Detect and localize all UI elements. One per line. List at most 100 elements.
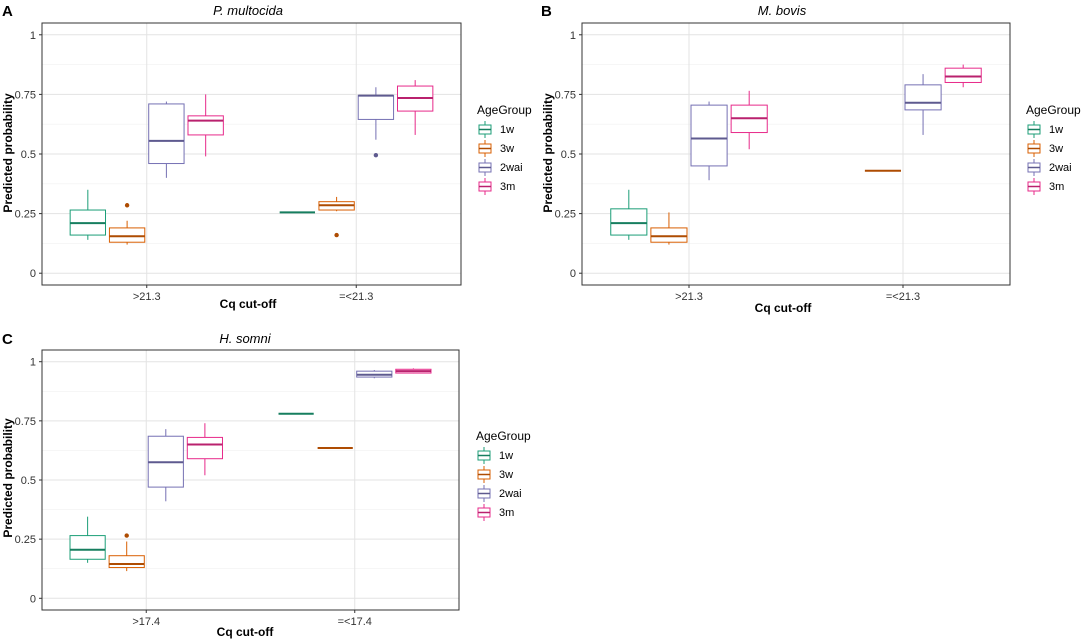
legend-a: AgeGroup 1w 3w 2wai 3m <box>477 103 532 195</box>
y-tick-label: 0.25 <box>15 209 36 221</box>
plot-border <box>581 22 1011 286</box>
legend-key-1w <box>477 447 491 464</box>
legend-label-3m: 3m <box>500 181 515 193</box>
y-tick-label: 0 <box>30 268 36 280</box>
box-3w->17.4 <box>108 533 145 572</box>
x-tick-label: =<21.3 <box>339 291 373 303</box>
outlier-point <box>334 232 339 238</box>
legend-label-1w: 1w <box>1049 124 1063 136</box>
x-axis-title-c: Cq cut-off <box>217 625 275 639</box>
legend-item-3m: 3m <box>1027 178 1064 195</box>
legend-key-2wai <box>478 159 492 176</box>
y-tick-label: 0.5 <box>561 149 576 161</box>
y-tick-label: 0.25 <box>555 209 576 221</box>
box-2wai-=<17.4 <box>356 369 393 379</box>
legend-key-3m <box>478 178 492 195</box>
y-tick-label: 0.75 <box>555 89 576 101</box>
y-tick-label: 1 <box>570 30 576 42</box>
panel-b: B M. bovis 0 0.25 0.5 0.75 1 >21.3 =<21.3 Pred… <box>541 3 1081 315</box>
legend-item-2wai: 2wai <box>1027 159 1072 176</box>
plot-border <box>41 22 462 286</box>
box-3m->17.4 <box>186 423 223 476</box>
box-3w->21.3 <box>650 212 688 245</box>
y-tick-label: 0 <box>570 268 576 280</box>
x-tick-label: >21.3 <box>675 291 703 303</box>
panel-label-c: C <box>2 331 13 348</box>
box-3w->21.3 <box>108 203 146 245</box>
panel-title-c: H. somni <box>219 331 271 346</box>
box-2wai->21.3 <box>148 101 185 178</box>
box-3m->21.3 <box>187 94 224 157</box>
box-3w-=<21.3 <box>318 196 355 238</box>
legend-key-3w <box>478 140 492 157</box>
box-1w->17.4 <box>69 516 106 563</box>
legend-item-3w: 3w <box>478 140 514 157</box>
y-axis-title-a: Predicted probability <box>1 93 15 213</box>
box-3m-=<21.3 <box>944 64 982 88</box>
box-body <box>690 104 728 167</box>
box-body <box>904 84 942 111</box>
box-body <box>148 103 185 165</box>
box-3m-=<21.3 <box>396 80 434 135</box>
outlier-point <box>124 203 130 208</box>
box-3m-=<17.4 <box>395 368 432 374</box>
legend-label-2wai: 2wai <box>1049 162 1072 174</box>
legend-label-3w: 3w <box>1049 143 1063 155</box>
plot-area-c: 0 0.25 0.5 0.75 1 >17.4 =<17.4 <box>15 349 460 628</box>
legend-label-3m: 3m <box>499 507 514 519</box>
x-axis-title-a: Cq cut-off <box>220 297 278 311</box>
legend-key-3m <box>477 504 491 521</box>
outlier-point <box>373 152 379 158</box>
legend-label-2wai: 2wai <box>500 162 523 174</box>
legend-item-3w: 3w <box>1027 140 1063 157</box>
y-axis-title-c: Predicted probability <box>1 418 15 538</box>
y-axis-title-b: Predicted probability <box>541 93 555 213</box>
legend-item-3m: 3m <box>477 504 514 521</box>
plot-area-b: 0 0.25 0.5 0.75 1 >21.3 =<21.3 <box>555 22 1011 303</box>
legend-label-3w: 3w <box>500 143 514 155</box>
legend-title-c: AgeGroup <box>476 429 531 443</box>
legend-key-3w <box>1027 140 1041 157</box>
box-2wai-=<21.3 <box>357 87 395 158</box>
box-2wai-=<21.3 <box>904 74 942 135</box>
x-tick-label: >21.3 <box>133 291 161 303</box>
y-tick-label: 1 <box>30 30 36 42</box>
legend-key-2wai <box>477 485 491 502</box>
legend-item-2wai: 2wai <box>477 485 522 502</box>
legend-label-1w: 1w <box>500 124 514 136</box>
box-body <box>108 555 145 569</box>
legend-item-1w: 1w <box>1027 121 1063 138</box>
legend-key-3w <box>477 466 491 483</box>
x-tick-label: =<21.3 <box>886 291 920 303</box>
panel-label-b: B <box>541 3 552 20</box>
box-3m->21.3 <box>730 90 768 150</box>
panel-c: C H. somni 0 0.25 0.5 0.75 1 >17.4 =<17.4 Pred… <box>1 331 531 639</box>
box-body <box>108 227 146 243</box>
x-tick-label: >17.4 <box>132 616 160 628</box>
legend-title-a: AgeGroup <box>477 103 532 117</box>
box-2wai->17.4 <box>147 429 184 502</box>
legend-label-3m: 3m <box>1049 181 1064 193</box>
legend-key-2wai <box>1027 159 1041 176</box>
outlier-point <box>124 533 129 538</box>
legend-label-1w: 1w <box>499 450 513 462</box>
legend-item-2wai: 2wai <box>478 159 523 176</box>
legend-c: AgeGroup 1w 3w 2wai 3m <box>476 429 531 521</box>
box-body <box>186 436 223 460</box>
box-2wai->21.3 <box>690 101 728 181</box>
panel-title-a: P. multocida <box>213 3 283 18</box>
y-tick-label: 0.75 <box>15 416 36 428</box>
box-body <box>944 67 982 83</box>
plot-border <box>41 349 460 611</box>
legend-b: AgeGroup 1w 3w 2wai 3m <box>1026 103 1081 195</box>
legend-key-1w <box>1027 121 1041 138</box>
legend-label-3w: 3w <box>499 469 513 481</box>
legend-item-1w: 1w <box>477 447 513 464</box>
box-1w->21.3 <box>69 189 107 240</box>
box-body <box>357 95 395 120</box>
box-body <box>650 227 688 243</box>
legend-label-2wai: 2wai <box>499 488 522 500</box>
panel-a: A P. multocida 00.250.50.751>21.3 =<21.3 … <box>1 3 532 311</box>
x-axis-title-b: Cq cut-off <box>755 301 813 315</box>
legend-item-3m: 3m <box>478 178 515 195</box>
